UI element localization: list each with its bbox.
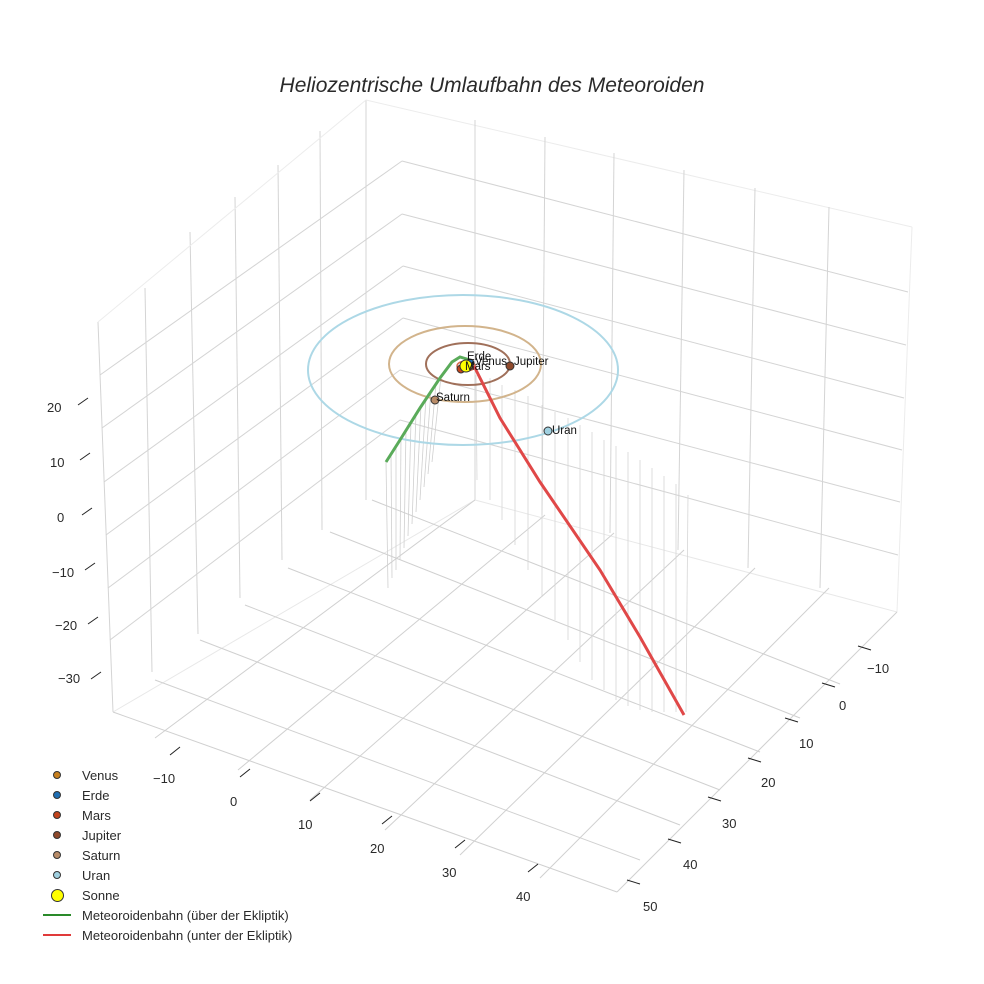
legend-item-uran[interactable]: Uran xyxy=(40,865,292,885)
green-line-legend-icon xyxy=(43,914,71,916)
label-mars: Mars xyxy=(465,361,491,373)
label-saturn: Saturn xyxy=(436,392,470,404)
label-venus: Venus xyxy=(475,356,507,368)
legend-label: Sonne xyxy=(82,887,120,903)
legend-label: Jupiter xyxy=(82,827,122,843)
label-uran: Uran xyxy=(552,425,577,437)
jupiter-legend-marker-icon xyxy=(53,831,61,839)
z-tick: 10 xyxy=(50,455,65,470)
venus-legend-marker-icon xyxy=(53,771,61,779)
legend-item-venus[interactable]: Venus xyxy=(40,765,292,785)
y-tick: 20 xyxy=(761,775,776,790)
sonne-legend-marker-icon xyxy=(50,888,64,902)
y-tick: −10 xyxy=(867,661,890,676)
legend-item-path-above[interactable]: Meteoroidenbahn (über der Ekliptik) xyxy=(40,905,292,925)
drop-lines-red xyxy=(475,374,689,713)
y-tick: 40 xyxy=(683,857,698,872)
x-tick: −10 xyxy=(153,771,176,786)
planet-markers xyxy=(430,358,553,436)
legend-label: Saturn xyxy=(82,847,121,863)
red-line-legend-icon xyxy=(43,934,71,936)
legend-label: Venus xyxy=(82,767,119,783)
z-tick: −30 xyxy=(58,671,81,686)
legend-item-erde[interactable]: Erde xyxy=(40,785,292,805)
z-tick: 0 xyxy=(57,510,65,525)
label-erde: Erde xyxy=(467,351,492,363)
x-tick: 0 xyxy=(230,794,238,809)
z-tick: −10 xyxy=(52,565,75,580)
meteoroid-path-above-ecliptic xyxy=(384,355,471,463)
erde-legend-marker-icon xyxy=(53,791,61,799)
meteoroid-path-below-ecliptic xyxy=(472,365,686,716)
floor-grid xyxy=(112,499,898,893)
uran-legend-marker-icon xyxy=(53,871,61,879)
z-tick: 20 xyxy=(47,400,62,415)
y-tick: 30 xyxy=(722,816,737,831)
right-wall-grid xyxy=(365,99,913,613)
x-tick: 30 xyxy=(442,865,457,880)
y-tick: 0 xyxy=(839,698,847,713)
legend-item-sonne[interactable]: Sonne xyxy=(40,885,292,905)
label-jupiter: Jupiter xyxy=(514,356,549,368)
legend-label: Meteoroidenbahn (über der Ekliptik) xyxy=(82,907,289,923)
jupiter-marker xyxy=(505,361,515,371)
legend-item-jupiter[interactable]: Jupiter xyxy=(40,825,292,845)
saturn-orbit xyxy=(388,325,542,403)
drop-lines-green xyxy=(385,375,442,589)
x-tick: 10 xyxy=(298,817,313,832)
legend-item-path-below[interactable]: Meteoroidenbahn (unter der Ekliptik) xyxy=(40,925,292,945)
left-wall-grid xyxy=(97,99,476,713)
legend-label: Mars xyxy=(82,807,111,823)
legend-label: Meteoroidenbahn (unter der Ekliptik) xyxy=(82,927,293,943)
mars-legend-marker-icon xyxy=(53,811,61,819)
axis-tick-marks xyxy=(77,397,872,885)
x-tick: 40 xyxy=(516,889,531,904)
legend-label: Uran xyxy=(82,867,111,883)
legend-label: Erde xyxy=(82,787,110,803)
chart-title: Heliozentrische Umlaufbahn des Meteoroid… xyxy=(279,74,705,97)
y-tick: 10 xyxy=(799,736,814,751)
sonne-marker xyxy=(459,359,473,373)
saturn-marker xyxy=(430,395,440,405)
legend-item-mars[interactable]: Mars xyxy=(40,805,292,825)
uran-marker xyxy=(543,426,553,436)
legend-item-saturn[interactable]: Saturn xyxy=(40,845,292,865)
x-tick: 20 xyxy=(370,841,385,856)
y-tick: 50 xyxy=(643,899,658,914)
legend: Venus Erde Mars Jupiter Saturn Uran Sonn… xyxy=(40,765,292,945)
saturn-legend-marker-icon xyxy=(53,851,61,859)
uranus-orbit xyxy=(307,294,619,446)
z-tick: −20 xyxy=(55,618,78,633)
